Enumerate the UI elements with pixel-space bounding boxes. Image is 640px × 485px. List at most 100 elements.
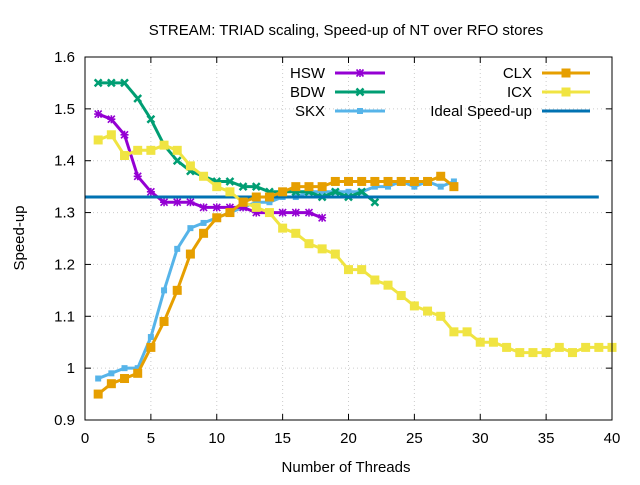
hsw-line — [97, 112, 323, 220]
clx-point — [159, 316, 169, 326]
x-tick-label: 20 — [340, 430, 357, 447]
x-tick-label: 5 — [147, 430, 155, 447]
icx-point — [383, 280, 393, 290]
series-icx — [93, 130, 617, 358]
skx-point — [108, 370, 115, 377]
clx-point — [409, 176, 419, 186]
icx-point — [449, 327, 459, 337]
clx-point — [436, 171, 446, 181]
x-tick-label: 40 — [604, 430, 621, 447]
icx-point — [541, 348, 551, 358]
skx-point — [385, 183, 392, 190]
chart-title: STREAM: TRIAD scaling, Speed-up of NT ov… — [149, 22, 544, 39]
legend-item-bdw: BDW — [290, 84, 385, 101]
clx-point — [357, 176, 367, 186]
y-tick-label: 1.5 — [54, 101, 75, 118]
bdw-point — [93, 78, 103, 88]
hsw-point — [291, 208, 300, 217]
legend-item-skx: SKX — [295, 103, 385, 120]
clx-point — [185, 249, 195, 259]
icx-point — [396, 291, 406, 301]
x-tick-label: 15 — [274, 430, 291, 447]
icx-point — [93, 135, 103, 145]
legend-label-skx: SKX — [295, 103, 325, 120]
hsw-point — [186, 198, 195, 207]
icx-point — [120, 151, 130, 161]
bdw-point — [251, 182, 261, 192]
icx-point — [370, 275, 380, 285]
y-tick-label: 1.6 — [54, 49, 75, 66]
skx-point — [411, 183, 418, 190]
icx-point — [304, 239, 314, 249]
icx-point — [159, 140, 169, 150]
clx-point — [93, 389, 103, 399]
clx-point — [264, 192, 274, 202]
x-tick-label: 35 — [538, 430, 555, 447]
icx-point — [264, 208, 274, 218]
y-tick-label: 1.4 — [54, 153, 75, 170]
skx-line — [97, 180, 455, 380]
hsw-point — [107, 115, 116, 124]
series-layer — [85, 78, 617, 399]
y-tick-label: 1 — [67, 360, 75, 377]
icx-point — [567, 348, 577, 358]
y-axis-label: Speed-up — [11, 205, 28, 270]
hsw-point — [252, 208, 261, 217]
icx-point — [515, 348, 525, 358]
skx-point — [95, 375, 102, 382]
hsw-point — [94, 109, 103, 119]
icx-point — [317, 244, 327, 254]
icx-point — [199, 171, 209, 181]
skx-point — [200, 219, 207, 226]
x-tick-label: 0 — [81, 430, 89, 447]
x-axis-label: Number of Threads — [282, 459, 411, 476]
skx-point — [371, 183, 378, 190]
icx-point — [106, 130, 116, 140]
bdw-point — [330, 187, 340, 197]
icx-point — [133, 145, 143, 155]
clx-point — [370, 176, 380, 186]
bdw-point — [133, 94, 143, 103]
x-tick-label: 25 — [406, 430, 423, 447]
icx-point — [251, 202, 261, 212]
hsw-point — [278, 208, 287, 217]
legend-item-icx: ICX — [507, 84, 590, 101]
skx-point — [345, 188, 352, 195]
legend-label-ideal-speed-up: Ideal Speed-up — [430, 103, 532, 120]
clx-point — [278, 187, 288, 197]
clx-point — [238, 197, 248, 207]
hsw-point — [133, 172, 142, 181]
legend-marker-clx — [561, 68, 571, 78]
y-tick-label: 1.3 — [54, 205, 75, 222]
legend-label-hsw: HSW — [290, 65, 326, 82]
icx-point — [554, 342, 564, 352]
icx-point — [212, 182, 222, 192]
clx-point — [120, 374, 130, 384]
icx-line — [97, 133, 612, 355]
clx-point — [251, 192, 261, 202]
skx-point — [450, 178, 457, 185]
icx-point — [502, 342, 512, 352]
bdw-point — [238, 182, 248, 192]
clx-point — [330, 176, 340, 186]
series-hsw — [94, 109, 327, 222]
skx-point — [161, 287, 168, 294]
icx-point — [225, 187, 235, 197]
hsw-point — [146, 187, 155, 196]
legend-marker-icx — [561, 87, 571, 97]
hsw-point — [225, 203, 234, 212]
icx-point — [528, 348, 538, 358]
bdw-line — [98, 81, 376, 204]
bdw-point — [172, 156, 182, 166]
icx-point — [436, 311, 446, 321]
icx-point — [357, 265, 367, 275]
icx-point — [330, 249, 340, 259]
bdw-point — [120, 78, 129, 88]
icx-point — [475, 337, 485, 347]
clx-point — [396, 176, 406, 186]
clx-point — [106, 379, 116, 389]
legend-label-clx: CLX — [503, 65, 532, 82]
skx-point — [253, 199, 260, 206]
skx-point — [437, 183, 444, 190]
